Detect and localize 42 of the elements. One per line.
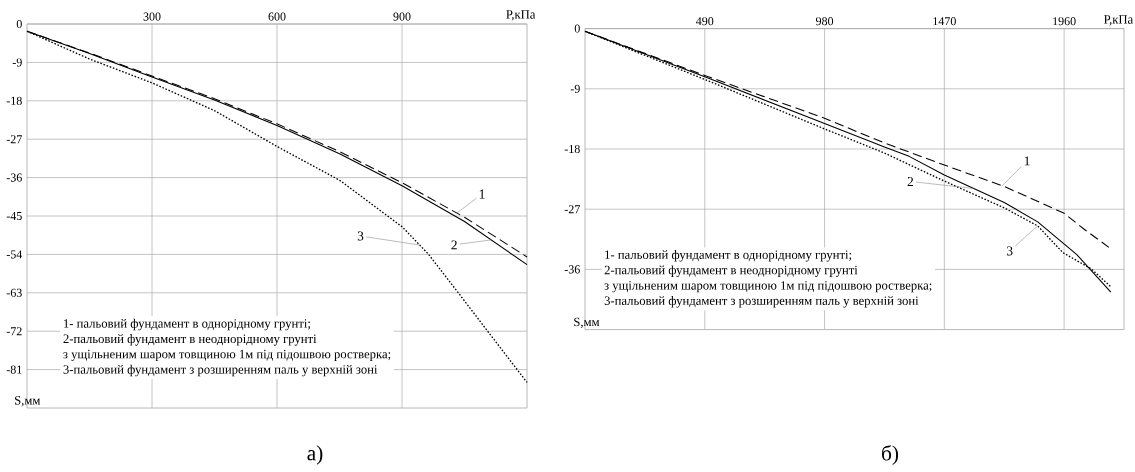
x-tick-label: 300 — [143, 12, 161, 21]
y-tick-label: -18 — [564, 144, 580, 154]
y-tick-label: -54 — [6, 250, 23, 259]
y-axis-title: S,мм — [15, 396, 41, 407]
x-tick-label: 490 — [696, 17, 714, 26]
y-tick-label: -63 — [6, 288, 22, 297]
x-tick-label: 1470 — [933, 17, 956, 26]
annotation: з ущільненим шаром товщиною 1м під підошвою ростверка; — [63, 349, 391, 361]
x-axis-title: Р,кПа — [1104, 15, 1134, 26]
y-tick-label: -45 — [6, 211, 22, 221]
x-tick-label: 900 — [393, 12, 411, 21]
annotation: 3 — [357, 231, 364, 241]
y-tick-label: -72 — [6, 327, 22, 336]
annotation: 2 — [907, 177, 914, 186]
annotation: 1 — [479, 189, 485, 199]
text: б) — [882, 445, 899, 465]
x-tick-label: 1960 — [1053, 17, 1076, 26]
y-tick-label: 0 — [16, 19, 22, 29]
x-tick-label: 980 — [815, 17, 834, 26]
text: а) — [307, 445, 323, 465]
annotation: 1 — [1024, 156, 1030, 166]
annotation: 1- пальовий фундамент в однорідному грунті; — [605, 250, 852, 262]
annotation: 2-пальовий фундамент в неоднорідному грунті — [63, 334, 317, 346]
y-tick-label: -9 — [570, 84, 580, 93]
annotation: 3-пальовий фундамент з розширенням паль у верхній зоні — [604, 296, 919, 308]
annotation: 1- пальовий фундамент в однорідному грунті; — [64, 318, 310, 331]
y-tick-label: -36 — [564, 265, 580, 274]
annotation: 3 — [1007, 246, 1013, 256]
x-axis-title: Р,кПа — [506, 10, 536, 21]
y-axis-title: S,мм — [574, 317, 600, 328]
annotation: 2 — [451, 240, 457, 250]
x-tick-label: 600 — [268, 12, 286, 21]
y-tick-label: -36 — [6, 173, 22, 182]
y-tick-label: -81 — [6, 365, 22, 374]
y-tick-label: -27 — [564, 205, 580, 214]
y-tick-label: -9 — [12, 58, 22, 67]
y-tick-label: -27 — [6, 135, 22, 144]
y-tick-label: -18 — [6, 96, 22, 105]
annotation: з ущільненим шаром товщиною 1м під підошвою ростверка; — [604, 281, 932, 293]
annotation: 3-пальовий фундамент з розширенням паль у верхній зоні — [63, 364, 378, 377]
annotation: 2-пальовий фундамент в неоднорідному грунті — [604, 265, 858, 277]
y-tick-label: 0 — [574, 24, 580, 33]
